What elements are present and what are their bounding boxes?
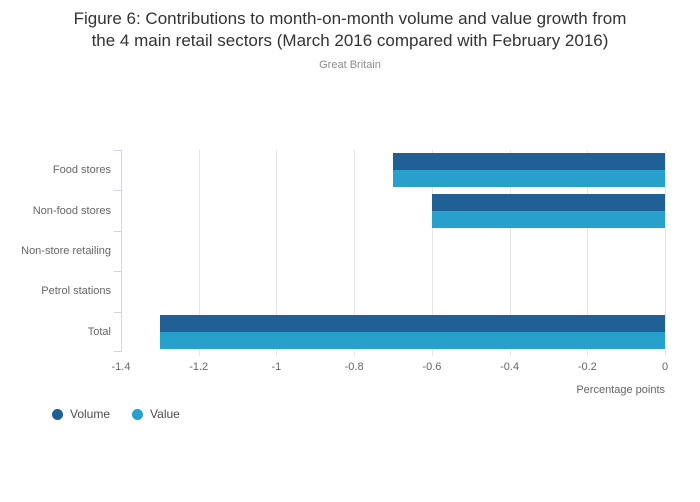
y-axis-tick xyxy=(114,351,121,352)
legend-label-value: Value xyxy=(150,407,180,421)
legend: Volume Value xyxy=(52,407,180,421)
y-axis-tick xyxy=(114,190,121,191)
gridline xyxy=(431,150,433,356)
chart-title-line-1: Figure 6: Contributions to month-on-mont… xyxy=(73,9,627,28)
category-label-non-store-retailing: Non-store retailing xyxy=(21,245,111,257)
x-axis-title: Percentage points xyxy=(576,384,665,396)
y-axis-tick xyxy=(114,150,121,151)
gridline xyxy=(587,150,589,356)
bar-volume-food-stores xyxy=(393,153,665,171)
chart-title-line-2: the 4 main retail sectors (March 2016 co… xyxy=(91,31,609,50)
gridline xyxy=(276,150,278,356)
gridline xyxy=(198,150,200,356)
bar-value-non-food-stores xyxy=(431,210,665,228)
category-label-food-stores: Food stores xyxy=(52,164,111,177)
category-label-non-food-stores: Non-food stores xyxy=(32,204,111,217)
value-series-dot-icon xyxy=(132,408,144,420)
gridline xyxy=(665,150,666,356)
legend-label-volume: Volume xyxy=(70,407,111,421)
chart-title: Figure 6: Contributions to month-on-mont… xyxy=(0,8,700,52)
y-axis-tick xyxy=(114,231,121,232)
gridline xyxy=(509,150,511,356)
bar-value-total xyxy=(159,331,665,349)
bar-volume-total xyxy=(159,314,665,332)
x-tick-label--0.4: -0.4 xyxy=(500,361,520,373)
x-tick-label--1.2: -1.2 xyxy=(189,361,209,373)
plot-area xyxy=(114,150,666,356)
y-axis-tick xyxy=(114,312,121,313)
x-tick-label--1.4: -1.4 xyxy=(111,361,131,373)
volume-series-dot-icon xyxy=(52,408,63,420)
chart-subtitle: Great Britain xyxy=(319,59,381,71)
x-tick-label--0.2: -0.2 xyxy=(577,361,597,373)
category-label-petrol-stations: Petrol stations xyxy=(41,285,111,298)
category-label-total: Total xyxy=(87,325,111,338)
bar-volume-non-food-stores xyxy=(431,193,665,211)
x-tick-label-0: 0 xyxy=(661,361,669,373)
x-tick-label--0.6: -0.6 xyxy=(422,361,442,373)
legend-item-volume: Volume xyxy=(52,407,110,421)
x-tick-label--0.8: -0.8 xyxy=(344,361,364,373)
bar-value-food-stores xyxy=(393,170,665,188)
y-axis-tick xyxy=(114,271,121,272)
y-axis-line xyxy=(121,150,122,352)
x-tick-label--1: -1 xyxy=(271,361,282,373)
legend-item-value: Value xyxy=(132,407,180,421)
gridline xyxy=(354,150,356,356)
